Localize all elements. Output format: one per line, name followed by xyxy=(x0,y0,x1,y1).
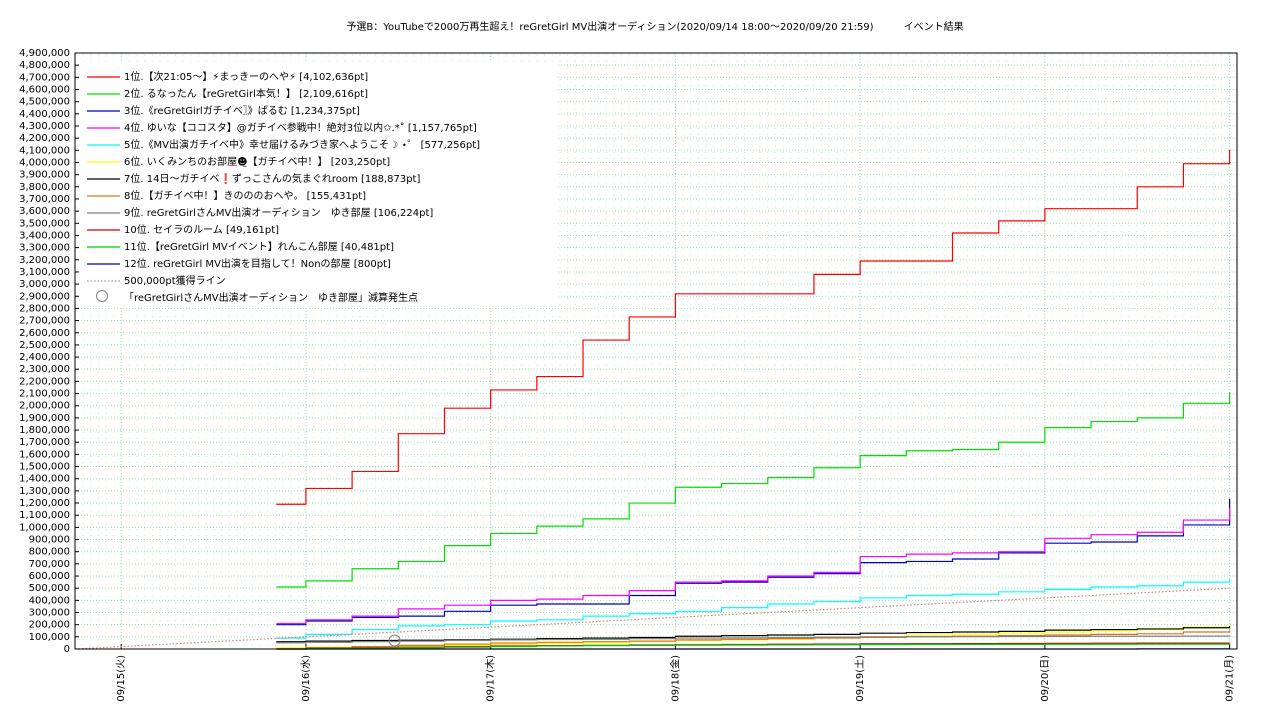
y-tick-label: 1,800,000 xyxy=(19,425,70,436)
x-tick-label: 09/16(水) xyxy=(300,655,312,702)
y-tick-label: 4,400,000 xyxy=(19,109,70,120)
y-tick-label: 700,000 xyxy=(29,559,70,570)
y-tick-label: 3,700,000 xyxy=(19,194,70,205)
y-tick-label: 3,600,000 xyxy=(19,206,70,217)
y-tick-label: 4,300,000 xyxy=(19,121,70,132)
y-tick-label: 900,000 xyxy=(29,535,70,546)
y-tick-label: 1,500,000 xyxy=(19,462,70,473)
y-tick-label: 2,600,000 xyxy=(19,328,70,339)
legend-label: 「reGretGirlさんMV出演オーディション ゆき部屋」減算発生点 xyxy=(124,291,418,304)
y-tick-label: 4,000,000 xyxy=(19,157,70,168)
y-tick-label: 300,000 xyxy=(29,608,70,619)
y-tick-label: 3,000,000 xyxy=(19,279,70,290)
y-tick-label: 2,800,000 xyxy=(19,303,70,314)
legend-label: 8位.【ガチイベ中！】きのののおへや。 [155,431pt] xyxy=(124,189,366,202)
y-tick-label: 400,000 xyxy=(29,595,70,606)
x-tick-label: 09/18(金) xyxy=(668,655,681,702)
y-tick-label: 3,800,000 xyxy=(19,182,70,193)
legend-label: 4位. ゆいな【ココスタ】@ガチイベ参戦中！絶対3位以内✩.*˚ [1,157,… xyxy=(124,121,477,134)
legend-label: 6位. いくみンちのお部屋☻̤【ガチイベ中！】 [203,250pt] xyxy=(124,155,390,168)
y-tick-label: 2,300,000 xyxy=(19,364,70,375)
legend-label: 9位. reGretGirlさんMV出演オーディション ゆき部屋 [106,22… xyxy=(124,206,433,219)
x-tick-label: 09/15(火) xyxy=(115,655,127,702)
y-tick-label: 2,700,000 xyxy=(19,316,70,327)
y-tick-label: 1,200,000 xyxy=(19,498,70,509)
y-tick-label: 200,000 xyxy=(29,620,70,631)
legend-label: 10位. セイラのルーム [49,161pt] xyxy=(124,223,279,236)
y-tick-label: 4,900,000 xyxy=(19,48,70,59)
y-tick-label: 2,200,000 xyxy=(19,376,70,387)
legend-label: 500,000pt獲得ライン xyxy=(124,274,226,287)
y-tick-label: 1,100,000 xyxy=(19,510,70,521)
y-tick-label: 2,500,000 xyxy=(19,340,70,351)
y-tick-label: 4,800,000 xyxy=(19,60,70,71)
y-tick-label: 600,000 xyxy=(29,571,70,582)
y-tick-label: 500,000 xyxy=(29,583,70,594)
y-tick-label: 1,900,000 xyxy=(19,413,70,424)
legend-label: 12位. reGretGirl MV出演を目指して！Nonの部屋 [800pt] xyxy=(124,257,391,270)
legend-label: 11位.【reGretGirl MVイベント】れんこん部屋 [40,481pt] xyxy=(124,240,394,253)
y-tick-label: 1,700,000 xyxy=(19,437,70,448)
y-tick-label: 2,100,000 xyxy=(19,389,70,400)
x-tick-label: 09/17(木) xyxy=(485,655,497,702)
legend-label: 3位.《reGretGirlガチイベ〗》ぱるむ [1,234,375pt] xyxy=(124,104,360,117)
chart-title: 予選B：YouTubeで2000万再生超え！reGretGirl MV出演オーデ… xyxy=(346,20,963,33)
x-tick-label: 09/21(月) xyxy=(1224,655,1236,702)
y-tick-label: 2,900,000 xyxy=(19,291,70,302)
legend-label: 7位. 14日〜ガチイベ❗ずっこさんの気まぐれroom [188,873pt] xyxy=(124,172,420,185)
y-tick-label: 1,300,000 xyxy=(19,486,70,497)
y-tick-label: 1,400,000 xyxy=(19,474,70,485)
y-tick-label: 100,000 xyxy=(29,632,70,643)
y-tick-label: 2,400,000 xyxy=(19,352,70,363)
y-tick-label: 4,600,000 xyxy=(19,84,70,95)
y-tick-label: 4,200,000 xyxy=(19,133,70,144)
y-tick-label: 4,700,000 xyxy=(19,72,70,83)
legend-label: 2位. るなったん【reGretGirl本気！】 [2,109,616pt] xyxy=(124,87,368,100)
y-tick-label: 2,000,000 xyxy=(19,401,70,412)
y-tick-label: 1,000,000 xyxy=(19,522,70,533)
y-tick-label: 3,500,000 xyxy=(19,218,70,229)
y-tick-label: 4,500,000 xyxy=(19,97,70,108)
y-tick-label: 3,900,000 xyxy=(19,170,70,181)
y-tick-label: 3,300,000 xyxy=(19,243,70,254)
x-tick-label: 09/20(日) xyxy=(1040,655,1051,702)
y-tick-label: 0 xyxy=(64,644,70,655)
legend-label: 1位.【次21:05〜】⚡まっきーのへや⚡ [4,102,636pt] xyxy=(124,70,368,83)
x-tick-label: 09/19(土) xyxy=(853,655,866,702)
y-tick-label: 3,100,000 xyxy=(19,267,70,278)
y-tick-label: 800,000 xyxy=(29,547,70,558)
y-tick-label: 4,100,000 xyxy=(19,145,70,156)
legend-label: 5位.《MV出演ガチイベ中》幸せ届けるみづき家へようこそ☽ ⋆゜ [577,25… xyxy=(124,138,480,151)
y-tick-label: 3,400,000 xyxy=(19,230,70,241)
y-tick-label: 3,200,000 xyxy=(19,255,70,266)
y-tick-label: 1,600,000 xyxy=(19,449,70,460)
